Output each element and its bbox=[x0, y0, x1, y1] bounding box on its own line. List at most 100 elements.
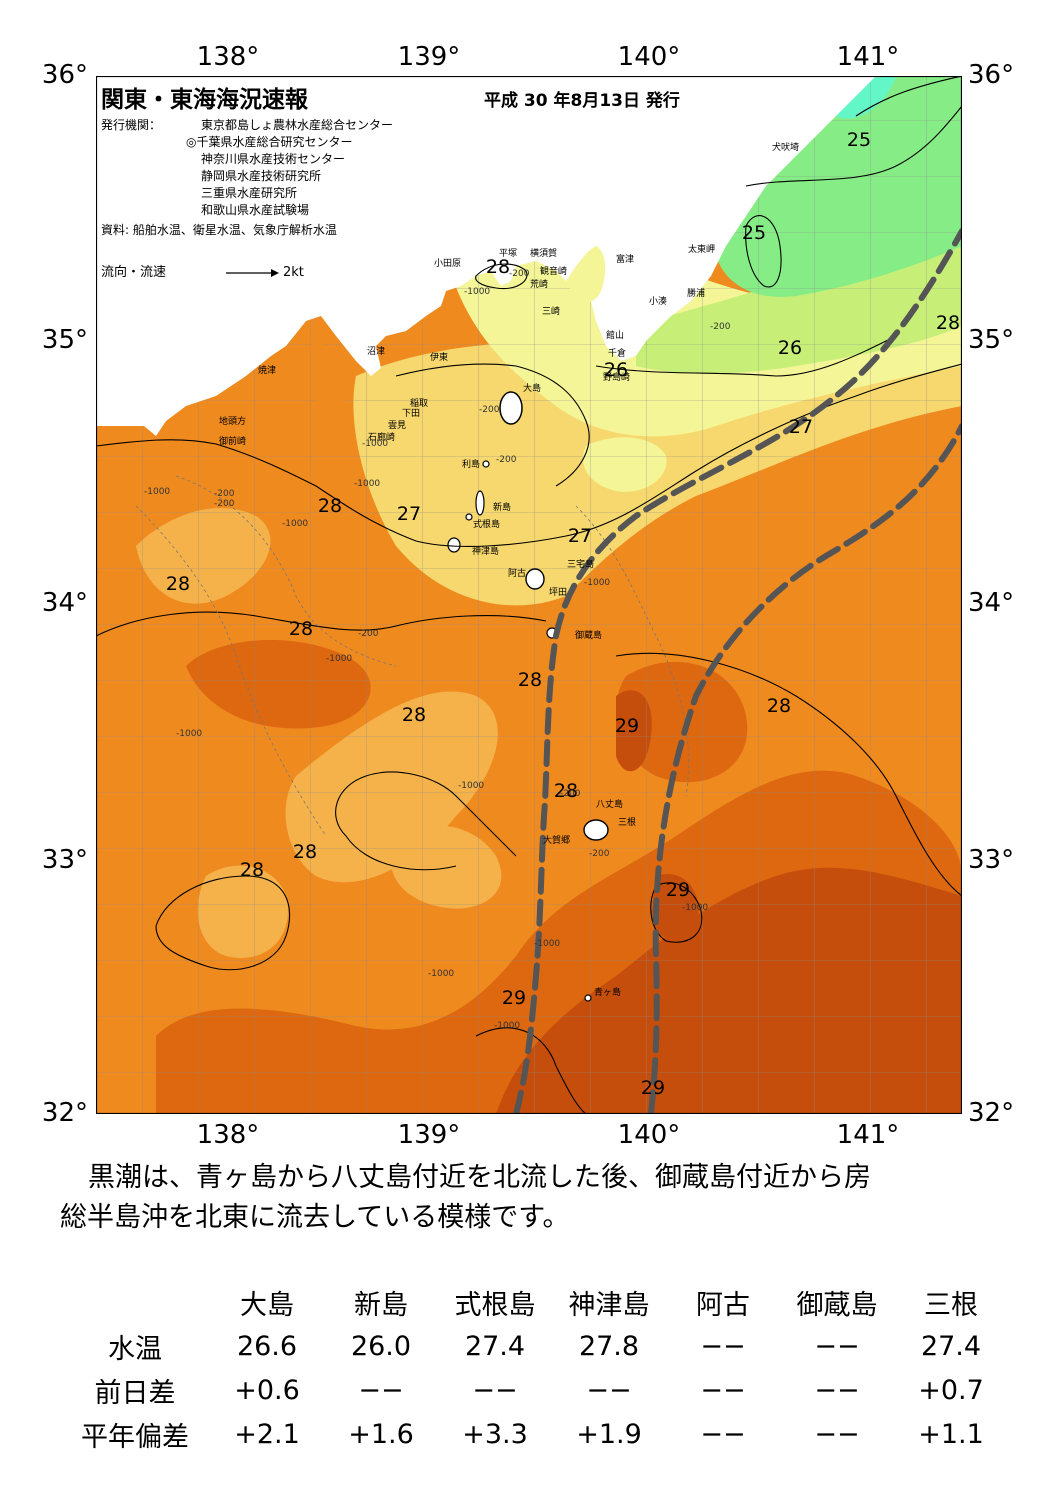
map-frame bbox=[96, 76, 962, 1114]
isotherm-28-loop-hachijo bbox=[335, 771, 517, 871]
row-header: 水温 bbox=[108, 1333, 162, 1365]
place-name: 式根島 bbox=[473, 518, 500, 530]
depth-label: -1000 bbox=[534, 939, 560, 949]
isotherm-28-odawara bbox=[475, 263, 528, 290]
place-name: 雲見 bbox=[388, 420, 406, 431]
place-name: 館山 bbox=[606, 329, 624, 341]
lat-label-36-left: 36° bbox=[41, 60, 88, 90]
flow-legend-arrowhead bbox=[271, 269, 279, 277]
temp-label: 27 bbox=[397, 503, 421, 525]
data-sources: 資料: 船舶水温、衛星水温、気象庁解析水温 bbox=[101, 223, 337, 237]
place-name: 勝浦 bbox=[687, 287, 705, 299]
depth-label: -200 bbox=[214, 499, 235, 509]
temp-label: 29 bbox=[666, 879, 690, 901]
issue-date: 平成 30 年8月13日 発行 bbox=[484, 91, 680, 111]
place-name: 大島 bbox=[523, 382, 541, 394]
island-toshima bbox=[482, 460, 490, 468]
isotherm-27 bbox=[395, 363, 590, 487]
place-name: 横須賀 bbox=[530, 247, 557, 259]
issuer-item: ◎千葉県水産総合研究センター bbox=[186, 135, 353, 149]
place-name: 千倉 bbox=[608, 347, 626, 359]
place-name: 荒崎 bbox=[530, 278, 548, 290]
depth-label: -1000 bbox=[144, 487, 170, 497]
table-row: 前日差 +0.6 −− −− −− −− −− +0.7 bbox=[60, 1368, 1008, 1412]
place-name: 犬吠埼 bbox=[772, 141, 799, 153]
table-cell: −− bbox=[700, 1418, 746, 1450]
table-row: 平年偏差 +2.1 +1.6 +3.3 +1.9 −− −− +1.1 bbox=[60, 1412, 1008, 1456]
table-cell: 27.8 bbox=[578, 1330, 640, 1362]
isotherm-29-south bbox=[475, 1027, 587, 1114]
temp-label: 28 bbox=[767, 695, 791, 717]
temp-label: 28 bbox=[936, 312, 960, 334]
place-name: 三宅島 bbox=[567, 558, 594, 570]
table-cell: +0.7 bbox=[918, 1374, 984, 1406]
place-name: 焼津 bbox=[258, 365, 276, 376]
column-header: 新島 bbox=[354, 1289, 408, 1321]
island-shikinejima bbox=[465, 513, 473, 521]
temp-label: 27 bbox=[568, 525, 592, 547]
depth-label: -200 bbox=[560, 789, 581, 799]
isotherm-28-southwest bbox=[155, 875, 291, 971]
issuers-label: 発行機関： bbox=[101, 118, 162, 132]
lon-label-138-top: 138° bbox=[196, 42, 260, 72]
table-cell: +3.3 bbox=[462, 1418, 528, 1450]
table-cell: −− bbox=[814, 1330, 860, 1362]
place-name: 野島崎 bbox=[603, 371, 630, 383]
table-cell: +0.6 bbox=[234, 1374, 300, 1406]
lat-label-34-left: 34° bbox=[41, 588, 88, 618]
temp-label: 28 bbox=[166, 573, 190, 595]
column-header: 神津島 bbox=[568, 1289, 650, 1321]
place-name: 下田 bbox=[402, 408, 420, 419]
depth-label: -1000 bbox=[584, 578, 610, 588]
island-hachijojima bbox=[583, 819, 609, 841]
place-name: 稲取 bbox=[410, 397, 428, 409]
water-temperature-table: 大島 新島 式根島 神津島 阿古 御蔵島 三根 水温 26.6 26.0 27.… bbox=[60, 1280, 1008, 1456]
place-name: 利島 bbox=[462, 458, 480, 470]
column-header: 三根 bbox=[924, 1289, 978, 1321]
temp-label: 28 bbox=[518, 669, 542, 691]
temp-label: 28 bbox=[240, 859, 264, 881]
table-cell: −− bbox=[814, 1374, 860, 1406]
place-name: 石廊崎 bbox=[368, 431, 395, 443]
lat-label-32-left: 32° bbox=[41, 1098, 88, 1128]
lon-label-141-bottom: 141° bbox=[836, 1120, 900, 1150]
table-cell: +2.1 bbox=[234, 1418, 300, 1450]
depth-label: -1000 bbox=[428, 969, 454, 979]
place-name: 大賀郷 bbox=[543, 834, 570, 846]
temp-label: 25 bbox=[742, 222, 766, 244]
isotherm-24 bbox=[855, 76, 962, 117]
table-cell: −− bbox=[586, 1374, 632, 1406]
table-cell: 26.0 bbox=[350, 1330, 412, 1362]
table-cell: 26.6 bbox=[236, 1330, 298, 1362]
tokyo-bay bbox=[566, 246, 606, 303]
depth-label: -1000 bbox=[362, 439, 388, 449]
lon-label-141-top: 141° bbox=[836, 42, 900, 72]
table-cell: −− bbox=[700, 1330, 746, 1362]
temp-label: 27 bbox=[789, 416, 813, 438]
summary-text: 黒潮は、青ヶ島から八丈島付近を北流した後、御蔵島付近から房 総半島沖を北東に流去… bbox=[60, 1158, 1020, 1238]
lat-label-33-right: 33° bbox=[968, 845, 1015, 875]
table-cell: 27.4 bbox=[464, 1330, 526, 1362]
depth-label: -1000 bbox=[282, 519, 308, 529]
land-honshu bbox=[96, 76, 876, 436]
depth-label: -1000 bbox=[682, 903, 708, 913]
issuer-item: 三重県水産研究所 bbox=[201, 186, 298, 200]
place-name: 沼津 bbox=[367, 346, 385, 357]
column-header: 阿古 bbox=[696, 1289, 750, 1321]
lat-label-33-left: 33° bbox=[41, 845, 88, 875]
temp-label: 29 bbox=[502, 987, 526, 1009]
isotherm-25-north bbox=[745, 105, 962, 187]
table-row: 水温 26.6 26.0 27.4 27.8 −− −− 27.4 bbox=[60, 1324, 1008, 1368]
depth-label: -1000 bbox=[176, 729, 202, 739]
isotherm-25-loop bbox=[745, 215, 782, 288]
flow-legend-label: 流向・流速 bbox=[101, 265, 167, 280]
sea-surface-temperature-map: 28 25 25 28 26 27 28 27 27 28 28 28 28 2… bbox=[96, 76, 962, 1114]
table-cell: +1.6 bbox=[348, 1418, 414, 1450]
issuer-item: 神奈川県水産技術センター bbox=[201, 152, 346, 166]
lon-label-138-bottom: 138° bbox=[196, 1120, 260, 1150]
depth-contour-200 bbox=[175, 475, 397, 667]
temp-label: 28 bbox=[293, 841, 317, 863]
kuroshio-axis-secondary bbox=[648, 423, 962, 1114]
summary-line: 黒潮は、青ヶ島から八丈島付近を北流した後、御蔵島付近から房 bbox=[88, 1162, 871, 1193]
isotherm-29-east bbox=[650, 882, 703, 943]
